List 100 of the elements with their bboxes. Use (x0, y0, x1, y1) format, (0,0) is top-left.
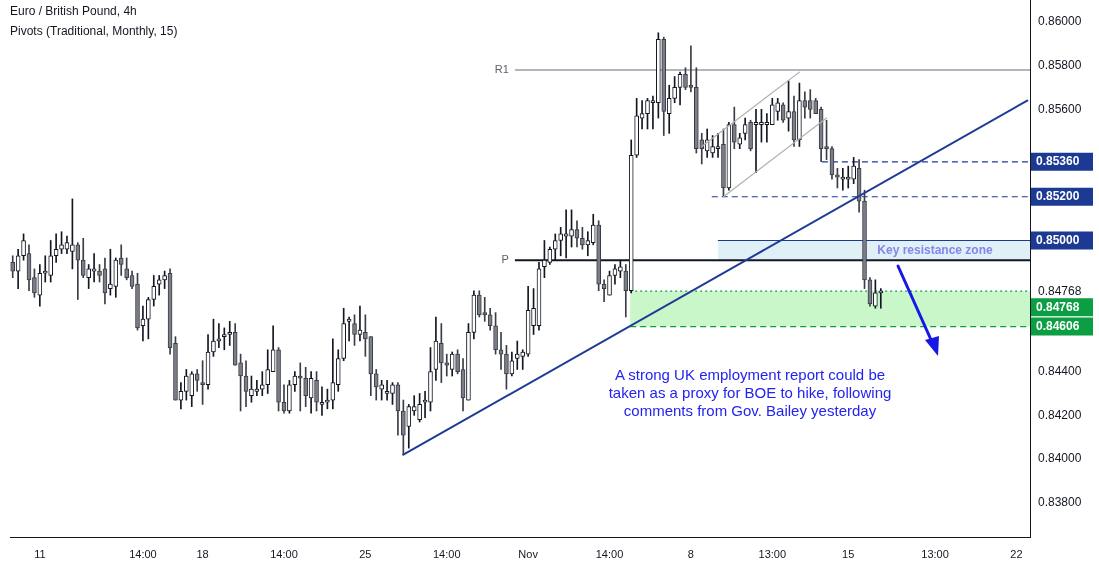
candlestick (48, 240, 54, 283)
text: Pivots (Traditional, Monthly, 15) (10, 24, 178, 38)
x-tick-label: 25 (359, 548, 372, 561)
ref-line-label: 0.84606 (1036, 318, 1080, 333)
x-tick-label: 14:00 (270, 548, 298, 561)
x-tick-label: 13:00 (758, 548, 787, 561)
candlestick (607, 270, 612, 296)
y-tick-label: 0.84768 (1038, 283, 1082, 298)
candlestick (688, 45, 694, 93)
chart-title: Euro / British Pound, 4h (10, 4, 137, 18)
candlestick (21, 233, 26, 261)
y-tick-label: 0.84400 (1038, 363, 1082, 378)
candlestick (297, 362, 303, 412)
y-tick-label: 0.84200 (1038, 407, 1082, 422)
candlestick (672, 76, 677, 104)
y-tick-label: 0.86000 (1038, 14, 1082, 29)
candlestick (476, 290, 482, 318)
candlestick (184, 369, 189, 401)
candlestick (482, 296, 488, 322)
candlestick (851, 157, 856, 184)
x-tick-label: 14:00 (129, 548, 157, 561)
candlestick (59, 231, 64, 254)
ref-line-label: 0.85200 (1036, 189, 1080, 204)
candlestick (42, 255, 48, 283)
candlestick (108, 248, 113, 296)
candlestick (124, 257, 129, 281)
candlestick (439, 323, 444, 383)
candlestick (325, 388, 330, 410)
candlestick (455, 349, 460, 375)
candlestick (314, 371, 319, 412)
candlestick (319, 386, 325, 416)
candlestick (645, 98, 650, 130)
x-tick-label: 13:00 (921, 548, 949, 561)
candlestick (580, 227, 585, 250)
y-tick-label: 0.85800 (1038, 57, 1082, 72)
candlestick (569, 209, 574, 248)
candlestick (146, 296, 151, 340)
candlestick (715, 133, 721, 158)
y-tick-label: 0.84000 (1038, 451, 1082, 466)
candlestick (352, 314, 357, 346)
y-tick-label: 0.83800 (1038, 495, 1082, 510)
band-label: Key resistance zone (877, 242, 994, 257)
candlestick (694, 67, 699, 154)
candlestick (514, 340, 520, 370)
candlestick (363, 314, 368, 357)
candlestick (390, 382, 395, 405)
candlestick (422, 391, 428, 418)
candlestick (786, 80, 791, 132)
candlestick (118, 244, 124, 276)
candlestick (249, 375, 254, 403)
candlestick (173, 336, 178, 401)
candlestick (845, 165, 851, 189)
candlestick (238, 353, 243, 412)
candlestick (840, 168, 846, 191)
candlestick (731, 106, 737, 149)
candlestick (878, 288, 884, 309)
candlestick (379, 380, 384, 401)
candlestick (504, 345, 509, 390)
candlestick (493, 312, 498, 355)
y-tick-label: 0.85600 (1038, 101, 1082, 116)
candlestick (748, 119, 753, 152)
candlestick (417, 393, 422, 423)
candlestick (797, 82, 802, 147)
ref-line-label: R1 (494, 62, 509, 75)
candlestick (656, 32, 661, 119)
candlestick (384, 380, 390, 401)
candlestick (303, 366, 309, 407)
candlestick (759, 108, 764, 143)
x-tick-label: 14:00 (595, 548, 624, 561)
candlestick (75, 242, 81, 300)
candlestick (254, 380, 260, 397)
x-tick-label: Nov (518, 548, 539, 561)
candlestick (32, 268, 37, 298)
x-tick-label: 8 (687, 548, 694, 561)
candlestick (531, 288, 536, 335)
candlestick (162, 270, 167, 289)
candlestick (287, 380, 292, 414)
candlestick (341, 307, 346, 362)
candlestick (683, 67, 688, 90)
candlestick (753, 108, 759, 174)
ref-line-label: 0.85000 (1036, 232, 1080, 247)
candlestick (135, 272, 140, 331)
candlestick (596, 220, 601, 292)
candlestick (227, 321, 233, 346)
candlestick (721, 128, 726, 198)
annotation: A strong UK employment report could be taken as a proxy for BOE to hike, following comments from Gov. Bailey yesterday (607, 366, 893, 420)
candlestick (873, 279, 878, 309)
candlestick (211, 318, 216, 357)
candlestick (650, 95, 656, 130)
candlestick (200, 360, 205, 405)
candlestick (428, 347, 433, 412)
x-tick-label: 14:00 (432, 548, 461, 561)
candlestick (710, 135, 715, 158)
candlestick (558, 227, 564, 257)
x-tick-label: 18 (196, 548, 209, 561)
ref-line-label: P (501, 253, 509, 266)
x-tick-label: 15 (842, 548, 855, 561)
candlestick (70, 198, 75, 270)
x-tick-label: 22 (1010, 548, 1023, 561)
candlestick (221, 327, 227, 351)
